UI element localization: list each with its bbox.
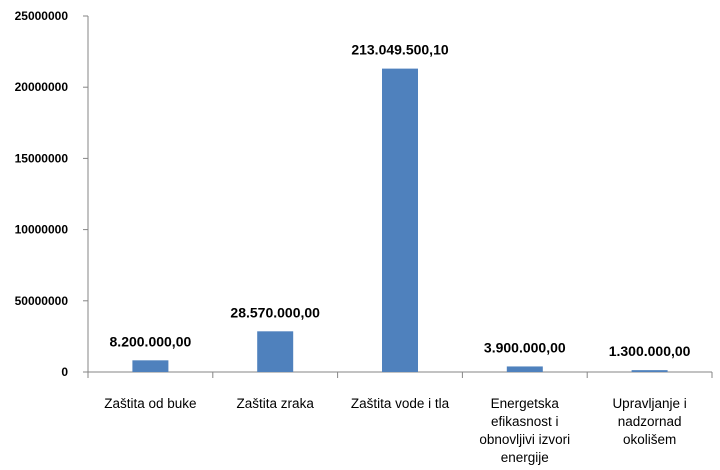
bar (382, 68, 418, 372)
y-tick-label: 10000000 (15, 223, 69, 237)
category-label: obnovljivi izvori (479, 432, 570, 447)
category-label: efikasnost i (491, 414, 559, 429)
category-label: nadzornad (618, 414, 682, 429)
y-tick-label: 25000000 (15, 9, 69, 23)
category-label: Zaštita zraka (237, 396, 315, 411)
x-axis (87, 371, 713, 378)
category-label: Zaštita od buke (104, 396, 196, 411)
bars (132, 68, 668, 372)
bar (631, 370, 668, 372)
bar (132, 360, 169, 372)
bar (506, 366, 543, 372)
category-label: Upravljanje i (612, 396, 686, 411)
y-tick-label: 20000000 (15, 80, 69, 94)
data-label: 3.900.000,00 (484, 339, 566, 355)
category-label: Energetska (491, 396, 560, 411)
y-tick-label: 50000000 (15, 294, 69, 308)
y-axis: 0 50000000 10000000 15000000 20000000 2500000… (15, 9, 89, 379)
bar (257, 331, 294, 372)
y-tick-label: 15000000 (15, 151, 69, 165)
data-label: 1.300.000,00 (609, 343, 691, 359)
data-labels: 8.200.000,00 28.570.000,00 213.049.500,10 3… (110, 42, 691, 360)
y-tick-label: 0 (61, 365, 68, 379)
category-label: Zaštita vode i tla (351, 396, 450, 411)
data-label: 213.049.500,10 (351, 42, 449, 58)
data-label: 8.200.000,00 (110, 333, 192, 349)
data-label: 28.570.000,00 (230, 304, 320, 320)
category-label: energije (501, 450, 549, 465)
category-labels: Zaštita od buke Zaštita zraka Zaštita vode… (104, 396, 687, 465)
category-label: okolišem (623, 432, 676, 447)
